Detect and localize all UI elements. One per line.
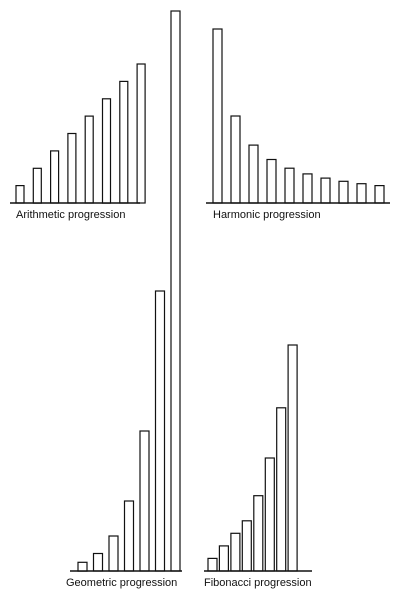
arithmetic-bar — [15, 185, 25, 204]
arithmetic-bar — [67, 132, 77, 204]
fibonacci-bar — [218, 545, 229, 572]
fibonacci-bar — [207, 557, 218, 572]
geometric-bar — [170, 10, 181, 572]
fibonacci-bar — [230, 532, 241, 572]
geometric-bar — [154, 290, 166, 572]
harmonic-bar — [230, 115, 241, 204]
arithmetic-bar — [101, 98, 112, 204]
fibonacci-caption: Fibonacci progression — [204, 577, 312, 589]
geometric-bar — [123, 500, 135, 572]
fibonacci-bar — [264, 457, 275, 572]
fibonacci-bar — [287, 344, 298, 572]
harmonic-bar — [374, 185, 385, 204]
geometric-bar — [77, 561, 88, 572]
geometric-bar — [139, 430, 150, 572]
arithmetic-bar — [119, 80, 129, 204]
harmonic-bar — [212, 28, 223, 204]
geometric-panel — [70, 10, 182, 572]
arithmetic-bar — [32, 167, 42, 204]
fibonacci-bar — [253, 495, 264, 572]
fibonacci-bar — [276, 407, 287, 572]
arithmetic-caption: Arithmetic progression — [16, 209, 125, 221]
harmonic-bar — [338, 180, 349, 204]
harmonic-bar — [248, 144, 259, 204]
fibonacci-bar — [241, 520, 252, 572]
arithmetic-bar — [84, 115, 94, 204]
fibonacci-panel — [204, 344, 312, 572]
harmonic-bar — [284, 167, 295, 204]
harmonic-panel — [206, 28, 390, 204]
arithmetic-bar — [49, 150, 60, 204]
geometric-caption: Geometric progression — [66, 577, 177, 589]
harmonic-caption: Harmonic progression — [213, 209, 321, 221]
arithmetic-bar — [136, 63, 146, 204]
harmonic-bar — [302, 173, 313, 204]
geometric-bar — [92, 552, 104, 572]
harmonic-bar — [320, 177, 331, 204]
harmonic-bar — [356, 183, 367, 204]
arithmetic-panel — [10, 63, 146, 204]
harmonic-bar — [266, 158, 277, 204]
geometric-bar — [108, 535, 119, 572]
